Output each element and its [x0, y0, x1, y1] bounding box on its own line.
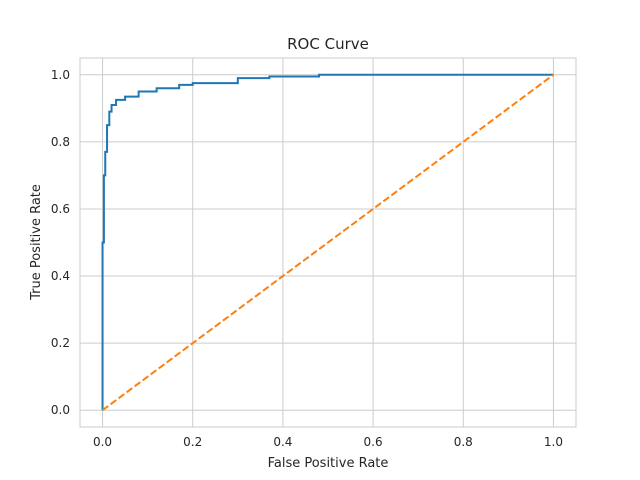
x-tick-label: 0.4 — [273, 435, 292, 449]
y-tick-label: 0.0 — [51, 403, 70, 417]
series-layer — [101, 73, 555, 412]
roc-curve-line — [101, 73, 554, 411]
chart-title: ROC Curve — [287, 35, 369, 53]
y-tick-label: 1.0 — [51, 68, 70, 82]
y-tick-label: 0.8 — [51, 135, 70, 149]
x-tick-label: 0.6 — [364, 435, 383, 449]
plot-frame — [79, 57, 577, 428]
x-axis-label: False Positive Rate — [268, 456, 389, 471]
y-tick-label: 0.2 — [51, 336, 70, 350]
chance-diagonal-line — [101, 73, 555, 412]
y-tick-label: 0.6 — [51, 202, 70, 216]
x-tick-label: 1.0 — [544, 435, 563, 449]
x-tick-label: 0.0 — [93, 435, 112, 449]
y-tick-label: 0.4 — [51, 269, 70, 283]
tick-layer: 0.0 0.2 0.4 0.6 0.8 1.0 0.0 0.2 0.4 0.6 0.8 1.0 — [51, 68, 563, 449]
x-tick-label: 0.2 — [183, 435, 202, 449]
y-axis-label: True Positive Rate — [29, 184, 44, 301]
grid-layer — [80, 58, 576, 427]
x-tick-label: 0.8 — [454, 435, 473, 449]
